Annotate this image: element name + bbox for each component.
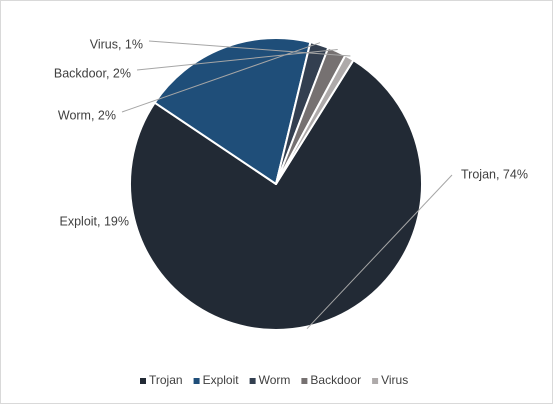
legend-swatch-virus [372,378,379,384]
data-label-virus: Virus, 1% [90,37,143,51]
legend-item-trojan: Trojan [140,373,183,387]
leader-line-virus [148,40,351,57]
legend-item-backdoor: Backdoor [301,373,361,387]
pie-slice-trojan [129,59,423,331]
data-label-trojan: Trojan, 74% [461,167,528,181]
legend: Trojan Exploit Worm Backdoor Virus [140,373,408,387]
legend-item-worm: Worm [249,373,291,387]
legend-label-exploit: Exploit [203,373,240,387]
leader-line-trojan [306,174,453,330]
data-label-backdoor: Backdoor, 2% [54,66,131,80]
legend-label-backdoor: Backdoor [310,373,361,387]
legend-label-virus: Virus [381,373,408,387]
pie-slices [129,37,423,331]
legend-swatch-exploit [193,378,200,384]
data-labels: Trojan, 74% Exploit, 19% Worm, 2% Backdoor,… [54,37,528,228]
legend-label-worm: Worm [259,373,291,387]
legend-swatch-backdoor [301,378,308,384]
legend-label-trojan: Trojan [149,373,183,387]
legend-item-exploit: Exploit [193,373,240,387]
legend-swatch-trojan [140,378,146,384]
legend-swatch-worm [249,378,256,384]
legend-item-virus: Virus [372,373,408,387]
leader-lines [121,40,453,330]
pie-slice-exploit [153,37,312,185]
data-label-worm: Worm, 2% [58,108,116,122]
data-label-exploit: Exploit, 19% [60,214,129,228]
